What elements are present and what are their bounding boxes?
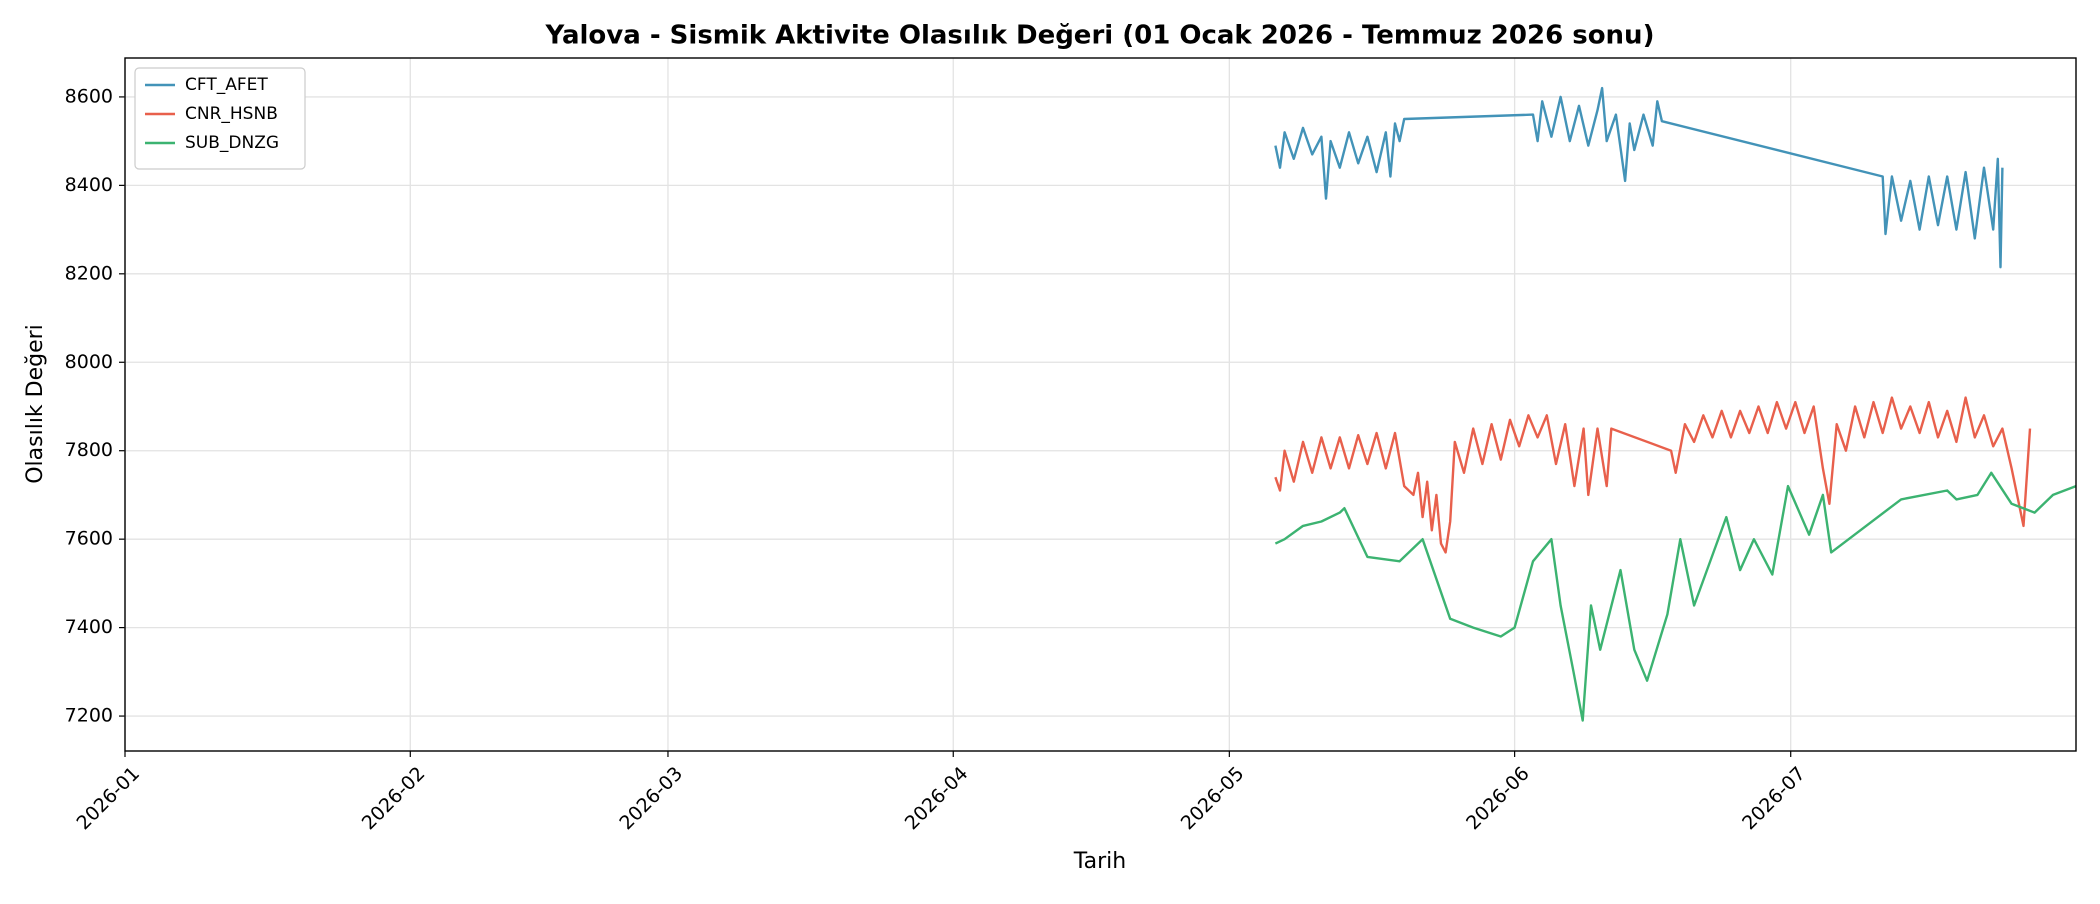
y-tick-label: 7800 [65, 439, 113, 461]
series-line [1274, 396, 2032, 554]
legend-label: CFT_AFET [185, 75, 268, 95]
x-tick-label: 2026-07 [1738, 763, 1810, 835]
y-tick-label: 7400 [65, 616, 113, 638]
y-tick-label: 8200 [65, 262, 113, 284]
y-tick-label: 8600 [65, 85, 113, 107]
x-tick-label: 2026-02 [358, 763, 430, 835]
x-tick-label: 2026-01 [72, 763, 144, 835]
x-tick-label: 2026-05 [1177, 763, 1249, 835]
y-tick-label: 8000 [65, 351, 113, 373]
y-tick-label: 7600 [65, 528, 113, 550]
chart-title: Yalova - Sismik Aktivite Olasılık Değeri… [545, 21, 1655, 51]
y-tick-label: 7200 [65, 705, 113, 727]
x-tick-label: 2026-04 [901, 763, 973, 835]
y-axis-label: Olasılık Değeri [23, 324, 48, 484]
series-line [1274, 471, 2077, 722]
x-tick-label: 2026-03 [615, 763, 687, 835]
legend-box [134, 67, 306, 170]
series-line [1274, 86, 2004, 269]
x-tick-label: 2026-06 [1462, 763, 1534, 835]
legend-label: CNR_HSNB [185, 104, 278, 124]
legend-label: SUB_DNZG [185, 133, 279, 153]
plot-frame [124, 57, 2077, 752]
y-tick-label: 8400 [65, 174, 113, 196]
x-axis-label: Tarih [1073, 849, 1126, 874]
